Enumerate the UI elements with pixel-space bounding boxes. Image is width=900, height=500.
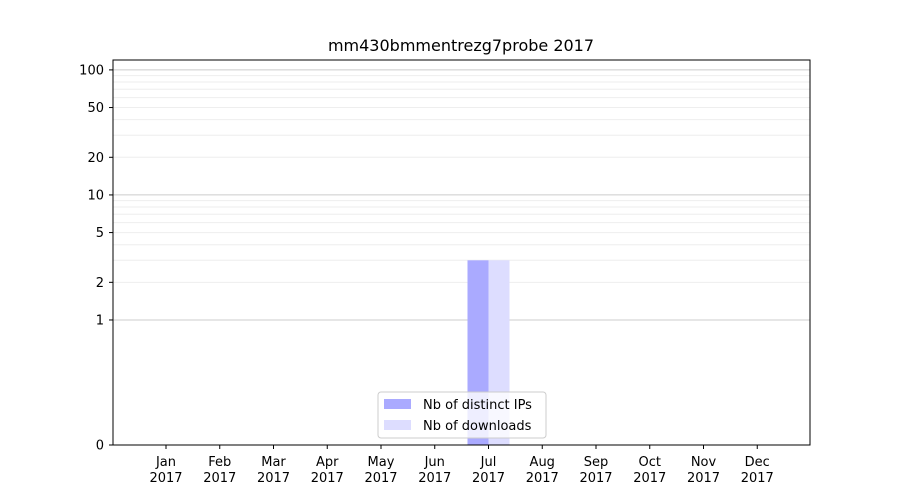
x-tick-label: Oct 2017 bbox=[633, 455, 666, 486]
legend-swatch bbox=[384, 420, 411, 430]
legend-label: Nb of downloads bbox=[423, 419, 532, 434]
x-tick-label: Apr 2017 bbox=[311, 455, 344, 486]
y-tick-label: 0 bbox=[96, 439, 104, 454]
x-tick-label: Jan 2017 bbox=[149, 455, 182, 486]
legend-label: Nb of distinct IPs bbox=[423, 398, 532, 413]
x-tick-label: Aug 2017 bbox=[526, 455, 559, 486]
y-tick-label: 5 bbox=[96, 226, 104, 241]
legend-swatch bbox=[384, 399, 411, 409]
y-tick-label: 2 bbox=[96, 276, 104, 291]
x-tick-label: Sep 2017 bbox=[579, 455, 612, 486]
plot-frame bbox=[112, 59, 811, 446]
y-tick-label: 100 bbox=[79, 63, 104, 78]
y-tick-label: 10 bbox=[87, 188, 104, 203]
grid bbox=[113, 69, 810, 321]
x-tick-label: May 2017 bbox=[364, 455, 397, 486]
x-tick-label: Mar 2017 bbox=[257, 455, 290, 486]
x-tick-label: Feb 2017 bbox=[203, 455, 236, 486]
legend: Nb of distinct IPs Nb of downloads bbox=[377, 391, 547, 439]
x-tick-label: Jun 2017 bbox=[418, 455, 451, 486]
x-axis: Jan 2017 Feb 2017 Mar 2017 Apr 2017 May 2017 Jun 20… bbox=[149, 445, 774, 486]
y-tick-label: 1 bbox=[96, 313, 104, 328]
x-tick-label: Nov 2017 bbox=[687, 455, 720, 486]
y-tick-label: 20 bbox=[87, 151, 104, 166]
chart-title: mm430bmmentrezg7probe 2017 bbox=[328, 36, 594, 55]
x-tick-label: Dec 2017 bbox=[741, 455, 774, 486]
legend-box bbox=[377, 391, 547, 439]
x-tick-label: Jul 2017 bbox=[472, 455, 505, 486]
y-axis: 0 1 2 5 10 20 50 100 bbox=[79, 63, 113, 454]
y-tick-label: 50 bbox=[87, 101, 104, 116]
